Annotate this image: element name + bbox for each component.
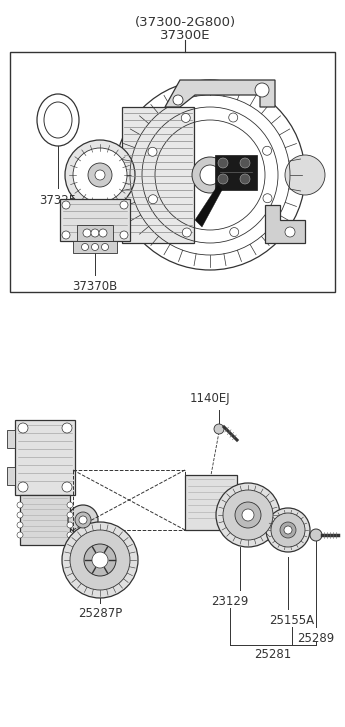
Circle shape	[17, 502, 23, 508]
Circle shape	[92, 552, 108, 568]
Circle shape	[182, 228, 191, 237]
Circle shape	[70, 530, 130, 590]
Bar	[15, 420, 75, 495]
Circle shape	[73, 148, 127, 202]
Circle shape	[310, 529, 322, 541]
Circle shape	[62, 423, 72, 433]
Text: 25155A: 25155A	[269, 614, 315, 627]
Circle shape	[91, 244, 99, 251]
Circle shape	[214, 424, 224, 434]
Circle shape	[285, 227, 295, 237]
Circle shape	[18, 423, 28, 433]
Circle shape	[255, 83, 269, 97]
Circle shape	[88, 163, 112, 187]
Circle shape	[280, 522, 296, 538]
Bar	[10, 52, 335, 292]
Circle shape	[95, 170, 105, 180]
Circle shape	[17, 512, 23, 518]
Circle shape	[67, 532, 73, 538]
Circle shape	[120, 201, 128, 209]
Circle shape	[192, 157, 228, 193]
Circle shape	[68, 505, 98, 535]
Text: 1140EJ: 1140EJ	[190, 392, 230, 405]
Ellipse shape	[44, 102, 72, 138]
Text: 25287P: 25287P	[78, 607, 122, 620]
Circle shape	[229, 113, 238, 122]
Circle shape	[75, 512, 91, 528]
Bar	[77, 225, 113, 241]
Circle shape	[91, 229, 99, 237]
Circle shape	[62, 482, 72, 492]
Circle shape	[200, 165, 220, 185]
Bar	[122, 107, 194, 243]
Circle shape	[62, 522, 138, 598]
Circle shape	[223, 490, 273, 540]
Text: 23129: 23129	[211, 595, 249, 608]
Circle shape	[263, 193, 272, 203]
Circle shape	[67, 522, 73, 528]
Circle shape	[62, 201, 70, 209]
Circle shape	[148, 148, 157, 156]
Circle shape	[218, 174, 228, 184]
Circle shape	[79, 516, 87, 524]
Polygon shape	[215, 155, 257, 190]
Circle shape	[18, 482, 28, 492]
Circle shape	[99, 229, 107, 237]
Circle shape	[263, 146, 272, 156]
Circle shape	[240, 158, 250, 168]
Polygon shape	[195, 185, 222, 227]
Circle shape	[101, 244, 108, 251]
Text: (37300-2G800): (37300-2G800)	[135, 16, 236, 29]
Circle shape	[181, 113, 190, 122]
Circle shape	[242, 509, 254, 521]
Circle shape	[67, 502, 73, 508]
Bar	[185, 475, 237, 530]
Circle shape	[84, 544, 116, 576]
Circle shape	[81, 244, 89, 251]
Text: 25281: 25281	[254, 648, 292, 661]
Text: 37300E: 37300E	[160, 29, 210, 42]
Circle shape	[285, 155, 325, 195]
Circle shape	[148, 195, 157, 204]
Circle shape	[120, 231, 128, 239]
Circle shape	[235, 502, 261, 528]
Text: 37325: 37325	[39, 194, 77, 207]
Ellipse shape	[37, 94, 79, 146]
Text: 25289: 25289	[297, 632, 335, 645]
Circle shape	[83, 229, 91, 237]
Circle shape	[271, 513, 305, 547]
Circle shape	[216, 483, 280, 547]
Circle shape	[218, 158, 228, 168]
Circle shape	[62, 231, 70, 239]
Bar	[7, 430, 15, 448]
Text: 37370B: 37370B	[72, 280, 118, 293]
Circle shape	[67, 512, 73, 518]
Bar	[20, 495, 70, 545]
Circle shape	[240, 174, 250, 184]
Circle shape	[115, 80, 305, 270]
Bar	[7, 467, 15, 485]
Circle shape	[65, 140, 135, 210]
Bar	[60, 199, 130, 241]
Circle shape	[230, 228, 239, 236]
Bar	[73, 241, 117, 253]
Polygon shape	[265, 205, 305, 243]
Circle shape	[173, 95, 183, 105]
Circle shape	[17, 522, 23, 528]
Polygon shape	[165, 80, 275, 107]
Circle shape	[266, 508, 310, 552]
Circle shape	[284, 526, 292, 534]
Circle shape	[17, 532, 23, 538]
